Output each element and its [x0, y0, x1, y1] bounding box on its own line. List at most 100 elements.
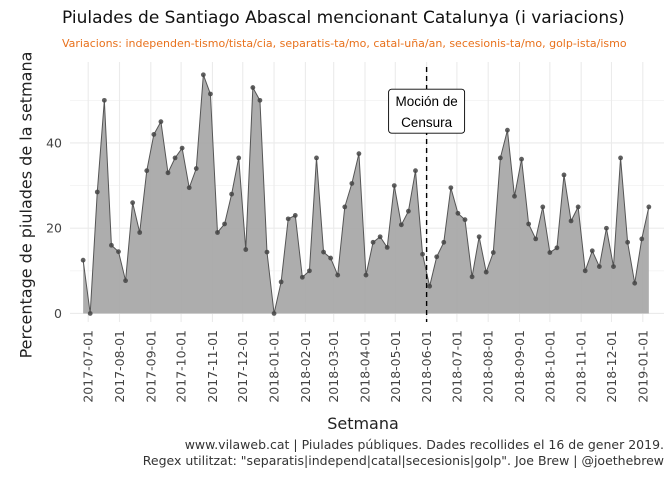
data-point — [363, 272, 369, 278]
x-tick-label: 2018-07-01 — [449, 330, 464, 403]
data-point — [342, 204, 348, 210]
data-point — [80, 257, 86, 263]
x-tick-label: 2018-11-01 — [574, 330, 589, 403]
x-tick-label: 2017-12-01 — [235, 330, 250, 403]
data-point — [469, 274, 475, 280]
data-point — [533, 236, 539, 242]
data-point — [455, 210, 461, 216]
data-point — [547, 250, 553, 255]
x-tick-label: 2018-05-01 — [388, 330, 403, 403]
annotation-label: Censura — [401, 115, 453, 130]
data-point — [554, 245, 560, 251]
data-point — [384, 245, 390, 250]
data-point — [144, 168, 150, 174]
x-tick-label: 2017-10-01 — [174, 330, 189, 403]
data-point — [236, 155, 242, 161]
data-point — [193, 166, 199, 171]
data-point — [561, 172, 567, 178]
data-point — [483, 269, 489, 275]
y-tick-label: 40 — [46, 135, 62, 150]
data-point — [519, 156, 524, 162]
data-point — [370, 239, 376, 245]
x-tick-label: 2018-01-01 — [267, 330, 282, 403]
data-point — [321, 249, 326, 255]
data-point — [604, 225, 609, 231]
data-point — [243, 247, 249, 252]
data-point — [278, 279, 284, 285]
data-point — [165, 170, 171, 176]
data-point — [625, 239, 631, 245]
x-tick-label: 2018-10-01 — [542, 330, 557, 403]
x-tick-label: 2018-12-01 — [604, 330, 619, 403]
data-point — [151, 132, 157, 137]
data-point — [285, 216, 291, 222]
data-point — [632, 280, 638, 286]
data-point — [589, 248, 595, 254]
data-point — [448, 185, 454, 191]
x-tick-label: 2017-09-01 — [143, 330, 158, 403]
axes: 0 20 40 2017-07-01 2017-08-01 2017-09-01 2017-… — [46, 135, 650, 402]
data-point — [271, 311, 277, 316]
data-point — [292, 213, 298, 218]
data-point — [130, 200, 136, 206]
data-point — [391, 183, 397, 189]
data-point — [639, 236, 645, 242]
data-point — [314, 155, 319, 161]
data-point — [406, 208, 411, 214]
series-area — [82, 74, 650, 314]
data-point — [307, 268, 312, 274]
series-points — [80, 72, 652, 316]
data-point — [116, 249, 121, 255]
annotation-box — [388, 88, 466, 134]
data-point — [109, 242, 114, 248]
data-point — [172, 155, 178, 161]
caption-line-1: www.vilaweb.cat | Piulades públiques. Da… — [184, 437, 664, 452]
data-point — [377, 234, 383, 240]
data-point — [349, 181, 355, 186]
data-point — [123, 278, 128, 284]
data-point — [264, 249, 270, 255]
x-tick-label: 2018-08-01 — [481, 330, 496, 403]
data-point — [540, 204, 546, 210]
x-tick-label: 2018-02-01 — [298, 330, 313, 403]
data-point — [420, 251, 425, 257]
chart-subtitle: Variacions: independen-tismo/tista/cia, … — [62, 37, 627, 50]
data-point — [413, 168, 418, 174]
x-tick-label: 2019-01-01 — [635, 330, 650, 403]
y-tick-label: 20 — [46, 221, 62, 236]
data-point — [646, 204, 652, 210]
data-point — [328, 255, 334, 261]
data-point — [299, 274, 305, 280]
data-point — [257, 97, 263, 103]
data-point — [568, 218, 574, 224]
data-point — [575, 204, 581, 210]
x-tick-label: 2018-03-01 — [326, 330, 341, 403]
x-tick-label: 2017-07-01 — [81, 330, 96, 403]
data-point — [476, 234, 482, 240]
data-point — [229, 191, 235, 197]
data-point — [335, 272, 341, 278]
data-point — [618, 155, 623, 161]
data-point — [158, 119, 164, 125]
data-point — [490, 250, 496, 255]
data-point — [137, 230, 143, 235]
x-tick-label: 2018-06-01 — [419, 330, 434, 403]
data-point — [186, 185, 192, 191]
x-tick-label: 2018-09-01 — [512, 330, 527, 403]
data-point — [398, 222, 404, 228]
data-point — [427, 283, 433, 289]
data-point — [497, 155, 503, 161]
data-point — [611, 264, 616, 269]
y-tick-label: 0 — [54, 306, 62, 321]
data-point — [215, 230, 220, 235]
caption-line-2: Regex utilitzat: "separatis|independ|cat… — [142, 453, 664, 468]
x-tick-label: 2018-04-01 — [357, 330, 372, 403]
annotation-label: Moción de — [395, 94, 457, 109]
annotations: Moción de Censura — [388, 67, 466, 322]
data-point — [512, 193, 517, 199]
data-point — [505, 127, 510, 133]
data-point — [441, 239, 447, 245]
data-point — [179, 145, 185, 151]
data-point — [462, 217, 468, 223]
